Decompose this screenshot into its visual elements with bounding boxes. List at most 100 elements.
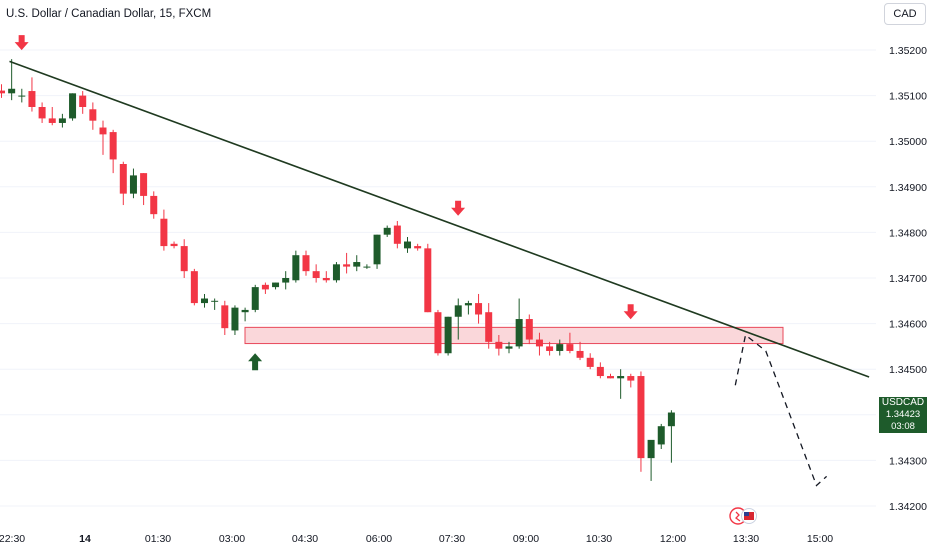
candle-body: [231, 307, 239, 331]
candle: [160, 209, 168, 251]
candle-body: [150, 195, 158, 215]
candle: [0, 84, 5, 98]
candle-body: [251, 287, 259, 310]
candle-body: [627, 376, 635, 381]
candle: [89, 102, 97, 130]
candle: [434, 309, 442, 356]
candle: [312, 264, 320, 283]
y-tick-label: 1.34800: [889, 227, 927, 239]
projection-line: [734, 333, 828, 487]
candle-body: [596, 366, 604, 377]
support-zone: [244, 326, 784, 345]
candle: [363, 264, 371, 269]
arrow-down-icon: [451, 200, 466, 216]
y-axis-ticks: 1.35200 1.35100 1.35000 1.34900 1.34800 1.347…: [889, 45, 927, 513]
symbol-label: USDCAD: [879, 397, 927, 409]
candle: [444, 316, 452, 356]
chart-grid: [0, 49, 876, 507]
candle-body: [353, 262, 361, 267]
candle-body: [546, 346, 554, 351]
candle: [607, 373, 614, 379]
candle: [647, 439, 655, 481]
candle-body: [617, 376, 625, 379]
x-tick-label: 12:00: [660, 533, 686, 545]
candle-body: [434, 312, 442, 354]
y-tick-label: 1.34300: [889, 455, 927, 467]
candle: [282, 271, 290, 290]
candle-body: [343, 264, 351, 267]
y-tick-label: 1.34500: [889, 364, 927, 376]
x-tick-label: 07:30: [439, 533, 465, 545]
candle: [667, 410, 675, 463]
candle-body: [667, 412, 675, 427]
candle: [475, 293, 483, 324]
candle-body: [322, 278, 330, 281]
y-tick-label: 1.35200: [889, 45, 927, 57]
candle: [190, 268, 198, 306]
candle-body: [119, 164, 127, 194]
candle: [180, 239, 188, 278]
x-tick-label: 03:00: [219, 533, 245, 545]
arrow-down-icon: [14, 35, 29, 51]
candle: [332, 262, 340, 283]
arrow-down-icon: [623, 304, 638, 320]
support-zone-rect: [244, 326, 784, 345]
candle: [373, 234, 381, 269]
candle-body: [454, 305, 462, 317]
candle-body: [302, 255, 310, 272]
candles: [0, 59, 675, 481]
candle-body: [38, 107, 46, 119]
candle-body: [261, 284, 269, 290]
candle: [129, 168, 137, 199]
candle: [617, 369, 625, 399]
trendline-segment: [9, 60, 870, 378]
candle-body: [414, 246, 422, 249]
candle-body: [48, 118, 56, 123]
price-value: 1.34423: [885, 409, 921, 420]
candle: [119, 161, 127, 206]
candle-body: [170, 243, 178, 247]
candle: [18, 88, 26, 103]
candle-body: [8, 88, 16, 94]
candle: [485, 303, 493, 349]
candle: [251, 284, 259, 313]
candle: [109, 129, 117, 174]
projection-path: [734, 333, 828, 487]
candle: [231, 305, 239, 335]
candle-body: [180, 246, 188, 272]
candle: [353, 255, 361, 272]
candle-body: [393, 225, 401, 244]
candle-body: [495, 341, 503, 349]
candle: [150, 191, 158, 219]
candle-body: [556, 344, 564, 351]
candle: [393, 221, 401, 249]
currency-button[interactable]: CAD: [884, 3, 926, 25]
candle-body: [241, 309, 249, 313]
candle: [201, 293, 208, 308]
x-tick-label: 14: [79, 533, 91, 545]
trendline: [9, 60, 870, 378]
candle: [586, 353, 594, 370]
y-tick-label: 1.35100: [889, 91, 927, 103]
arrow-up-icon: [248, 353, 263, 371]
candle: [8, 59, 16, 101]
candle-body: [332, 264, 340, 281]
candle-body: [58, 118, 66, 123]
candle: [38, 102, 46, 123]
countdown-label: 1.34423 03:08: [879, 409, 927, 433]
candle-body: [363, 266, 371, 268]
candle-body: [99, 127, 107, 135]
chart-title: U.S. Dollar / Canadian Dollar, 15, FXCM: [6, 8, 212, 20]
candle-body: [89, 109, 97, 121]
candle: [454, 298, 462, 340]
candle: [464, 300, 472, 315]
candle-body: [272, 282, 280, 288]
candle: [140, 173, 148, 206]
candle: [505, 341, 513, 354]
candle-body: [637, 376, 645, 459]
candle-body: [566, 344, 574, 351]
candle: [556, 339, 564, 356]
candle: [495, 335, 503, 356]
candle-body: [576, 350, 584, 358]
